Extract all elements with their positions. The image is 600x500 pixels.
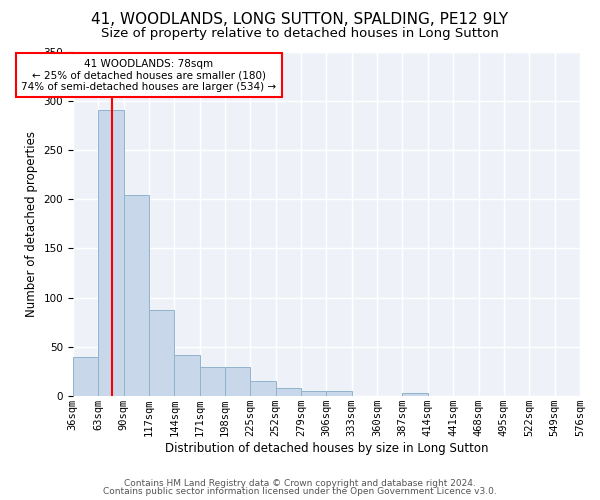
Bar bbox=[275, 388, 301, 396]
Bar bbox=[149, 310, 174, 396]
Bar bbox=[73, 357, 98, 396]
Bar bbox=[403, 393, 428, 396]
Text: Contains public sector information licensed under the Open Government Licence v3: Contains public sector information licen… bbox=[103, 487, 497, 496]
Bar bbox=[250, 382, 275, 396]
Bar bbox=[326, 391, 352, 396]
Bar bbox=[124, 196, 149, 396]
X-axis label: Distribution of detached houses by size in Long Sutton: Distribution of detached houses by size … bbox=[164, 442, 488, 455]
Bar bbox=[200, 366, 225, 396]
Text: 41 WOODLANDS: 78sqm
← 25% of detached houses are smaller (180)
74% of semi-detac: 41 WOODLANDS: 78sqm ← 25% of detached ho… bbox=[22, 58, 277, 92]
Y-axis label: Number of detached properties: Number of detached properties bbox=[25, 131, 38, 317]
Bar bbox=[301, 391, 326, 396]
Bar bbox=[225, 366, 250, 396]
Bar bbox=[174, 355, 200, 396]
Text: Contains HM Land Registry data © Crown copyright and database right 2024.: Contains HM Land Registry data © Crown c… bbox=[124, 478, 476, 488]
Bar bbox=[98, 110, 124, 396]
Text: Size of property relative to detached houses in Long Sutton: Size of property relative to detached ho… bbox=[101, 28, 499, 40]
Text: 41, WOODLANDS, LONG SUTTON, SPALDING, PE12 9LY: 41, WOODLANDS, LONG SUTTON, SPALDING, PE… bbox=[91, 12, 509, 28]
